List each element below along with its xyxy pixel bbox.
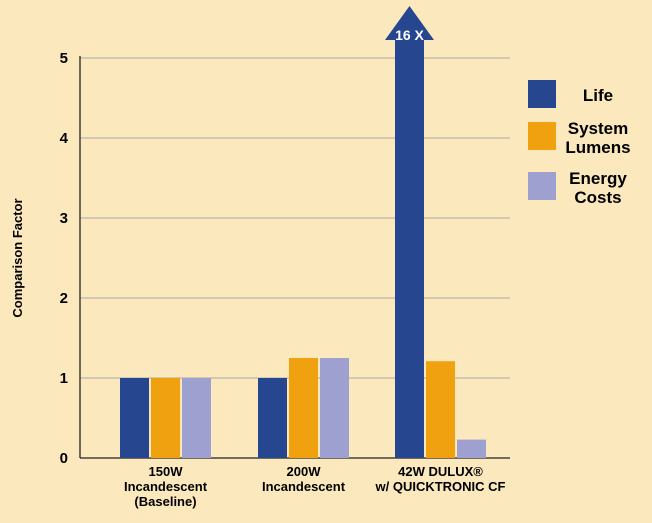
y-tick-labels: 0 1 2 3 4 5 xyxy=(60,50,69,467)
legend-swatch xyxy=(528,172,556,200)
legend-label: Life xyxy=(583,86,613,105)
y-tick-label: 3 xyxy=(60,210,68,227)
legend: Life System Lumens Energy Costs xyxy=(528,80,631,207)
x-category-labels: 150W Incandescent (Baseline) 200W Incandesce… xyxy=(124,464,506,509)
category-label: 42W DULUX® w/ QUICKTRONIC CF xyxy=(375,464,506,494)
y-tick-label: 0 xyxy=(60,450,68,467)
bar-energy-costs xyxy=(182,378,211,458)
bar-energy-costs xyxy=(457,439,486,458)
y-axis-label: Comparison Factor xyxy=(10,198,25,317)
overflow-annotation: 16 X xyxy=(395,27,424,43)
bar-life xyxy=(385,6,434,458)
bar-life xyxy=(258,378,287,458)
y-tick-label: 5 xyxy=(60,50,68,67)
legend-swatch xyxy=(528,122,556,150)
bar-life xyxy=(120,378,149,458)
legend-swatch xyxy=(528,80,556,108)
overflow-label: 16 X xyxy=(395,27,424,43)
y-tick-label: 4 xyxy=(60,130,69,147)
y-tick-label: 2 xyxy=(60,290,68,307)
category-label: 200W Incandescent xyxy=(262,464,346,494)
grid-lines xyxy=(80,57,510,379)
bars xyxy=(120,6,486,458)
legend-label: Energy Costs xyxy=(569,169,627,207)
legend-label: System Lumens xyxy=(565,119,630,157)
bar-system-lumens xyxy=(426,361,455,458)
y-tick-label: 1 xyxy=(60,370,68,387)
bar-system-lumens xyxy=(289,358,318,458)
bar-system-lumens xyxy=(151,378,180,458)
category-label: 150W Incandescent (Baseline) xyxy=(124,464,208,509)
bar-energy-costs xyxy=(320,358,349,458)
